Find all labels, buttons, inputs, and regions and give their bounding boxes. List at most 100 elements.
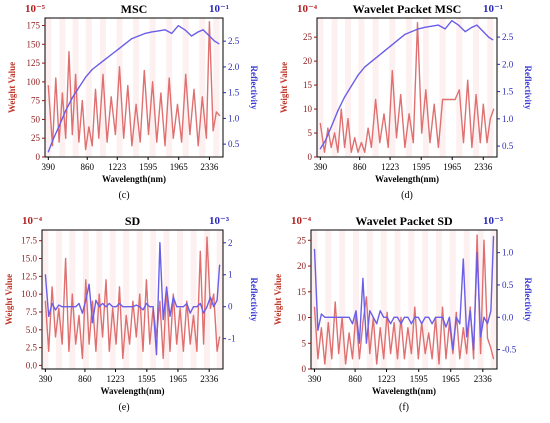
y-tick-label-left: 0 xyxy=(36,152,41,162)
chart-title: Wavelet Packet MSC xyxy=(353,2,462,16)
weight-point xyxy=(192,314,195,317)
y-tick-label-right: 1 xyxy=(228,270,233,280)
weight-point xyxy=(431,358,433,360)
weight-point xyxy=(199,250,201,252)
weight-point xyxy=(71,293,73,295)
reflectivity-point xyxy=(172,296,174,298)
reflectivity-point xyxy=(389,323,392,325)
x-axis-label: Wavelength(nm) xyxy=(375,174,439,184)
weight-point xyxy=(386,311,388,313)
weight-point xyxy=(110,96,112,98)
reflectivity-point xyxy=(218,43,220,45)
reflectivity-point xyxy=(379,310,381,312)
weight-point xyxy=(412,142,414,144)
weight-point xyxy=(441,98,444,101)
weight-point xyxy=(379,327,381,329)
reflectivity-point xyxy=(466,336,468,338)
weight-point xyxy=(458,89,460,91)
left-axis-exponent: 10⁻⁴ xyxy=(291,215,312,227)
weight-point xyxy=(181,141,183,143)
weight-point xyxy=(327,322,329,324)
y-tick-label-left: 15.0 xyxy=(21,254,37,264)
reflectivity-point xyxy=(414,316,416,318)
reflectivity-point xyxy=(396,316,399,318)
reflectivity-point xyxy=(47,151,49,153)
reflectivity-point xyxy=(421,323,423,325)
weight-point xyxy=(441,306,444,308)
reflectivity-point xyxy=(111,53,113,55)
weight-point xyxy=(68,51,70,53)
background-band xyxy=(389,18,396,157)
reflectivity-point xyxy=(473,349,475,351)
weight-point xyxy=(348,332,350,334)
y-tick-label-right: 2 xyxy=(228,238,233,248)
reflectivity-point xyxy=(179,306,181,308)
reflectivity-point xyxy=(338,316,340,318)
y-tick-label-right: 0.5 xyxy=(502,280,514,290)
reflectivity-point xyxy=(157,30,160,32)
x-axis-label: Wavelength(nm) xyxy=(102,174,166,184)
weight-point xyxy=(51,286,53,288)
background-band xyxy=(177,230,184,369)
background-band xyxy=(380,230,387,369)
reflectivity-point xyxy=(95,299,97,301)
reflectivity-point xyxy=(165,286,168,289)
panel-e: 390 860 1223 1595 1965 23360.02.55.07.510.012… xyxy=(4,214,259,413)
weight-point xyxy=(61,92,63,94)
weight-point xyxy=(445,358,447,360)
weight-point xyxy=(152,81,154,83)
background-band xyxy=(109,230,116,369)
reflectivity-point xyxy=(132,306,134,308)
weight-point xyxy=(347,118,349,120)
y-tick-label-left: 0 xyxy=(302,364,307,374)
x-tick-label: 1965 xyxy=(169,374,188,384)
y-tick-label-left: 25 xyxy=(297,235,307,245)
background-band xyxy=(182,18,189,157)
weight-point xyxy=(358,358,361,360)
weight-point xyxy=(81,100,83,102)
background-band xyxy=(123,230,130,369)
weight-point xyxy=(379,142,381,144)
background-band xyxy=(372,18,379,157)
weight-point xyxy=(65,137,67,139)
weight-point xyxy=(47,85,49,87)
reflectivity-point xyxy=(84,76,87,78)
reflectivity-point xyxy=(403,316,406,318)
reflectivity-point xyxy=(313,248,316,250)
weight-point xyxy=(95,350,97,352)
reflectivity-point xyxy=(404,33,406,35)
weight-point xyxy=(383,113,385,115)
weight-point xyxy=(344,146,346,149)
weight-point xyxy=(466,352,468,355)
weight-point xyxy=(376,363,378,365)
weight-point xyxy=(139,141,141,143)
weight-point xyxy=(454,98,456,101)
weight-point xyxy=(483,239,485,241)
weight-point xyxy=(391,70,393,72)
weight-point xyxy=(127,85,129,87)
reflectivity-point xyxy=(65,110,67,112)
x-tick-label: 1223 xyxy=(381,162,400,172)
reflectivity-point xyxy=(441,316,444,318)
weight-point xyxy=(143,69,145,72)
weight-point xyxy=(78,141,80,143)
reflectivity-point xyxy=(115,306,117,308)
x-tick-label: 860 xyxy=(353,162,367,172)
weight-point xyxy=(452,352,454,355)
y-tick-label-left: 5 xyxy=(308,128,313,138)
weight-point xyxy=(139,293,141,295)
plot-frame xyxy=(44,17,224,158)
y-tick-label-left: 5 xyxy=(302,338,307,348)
reflectivity-point xyxy=(177,25,179,27)
weight-point xyxy=(182,350,185,352)
weight-point xyxy=(131,145,133,147)
reflectivity-point xyxy=(411,31,413,33)
y-tick-label-left: 10 xyxy=(297,313,307,323)
y-tick-label-right: 1.0 xyxy=(502,114,514,124)
background-band xyxy=(394,230,401,369)
reflectivity-point xyxy=(88,283,90,285)
reflectivity-point xyxy=(358,342,361,344)
reflectivity-point xyxy=(365,342,367,344)
reflectivity-point xyxy=(108,302,110,305)
